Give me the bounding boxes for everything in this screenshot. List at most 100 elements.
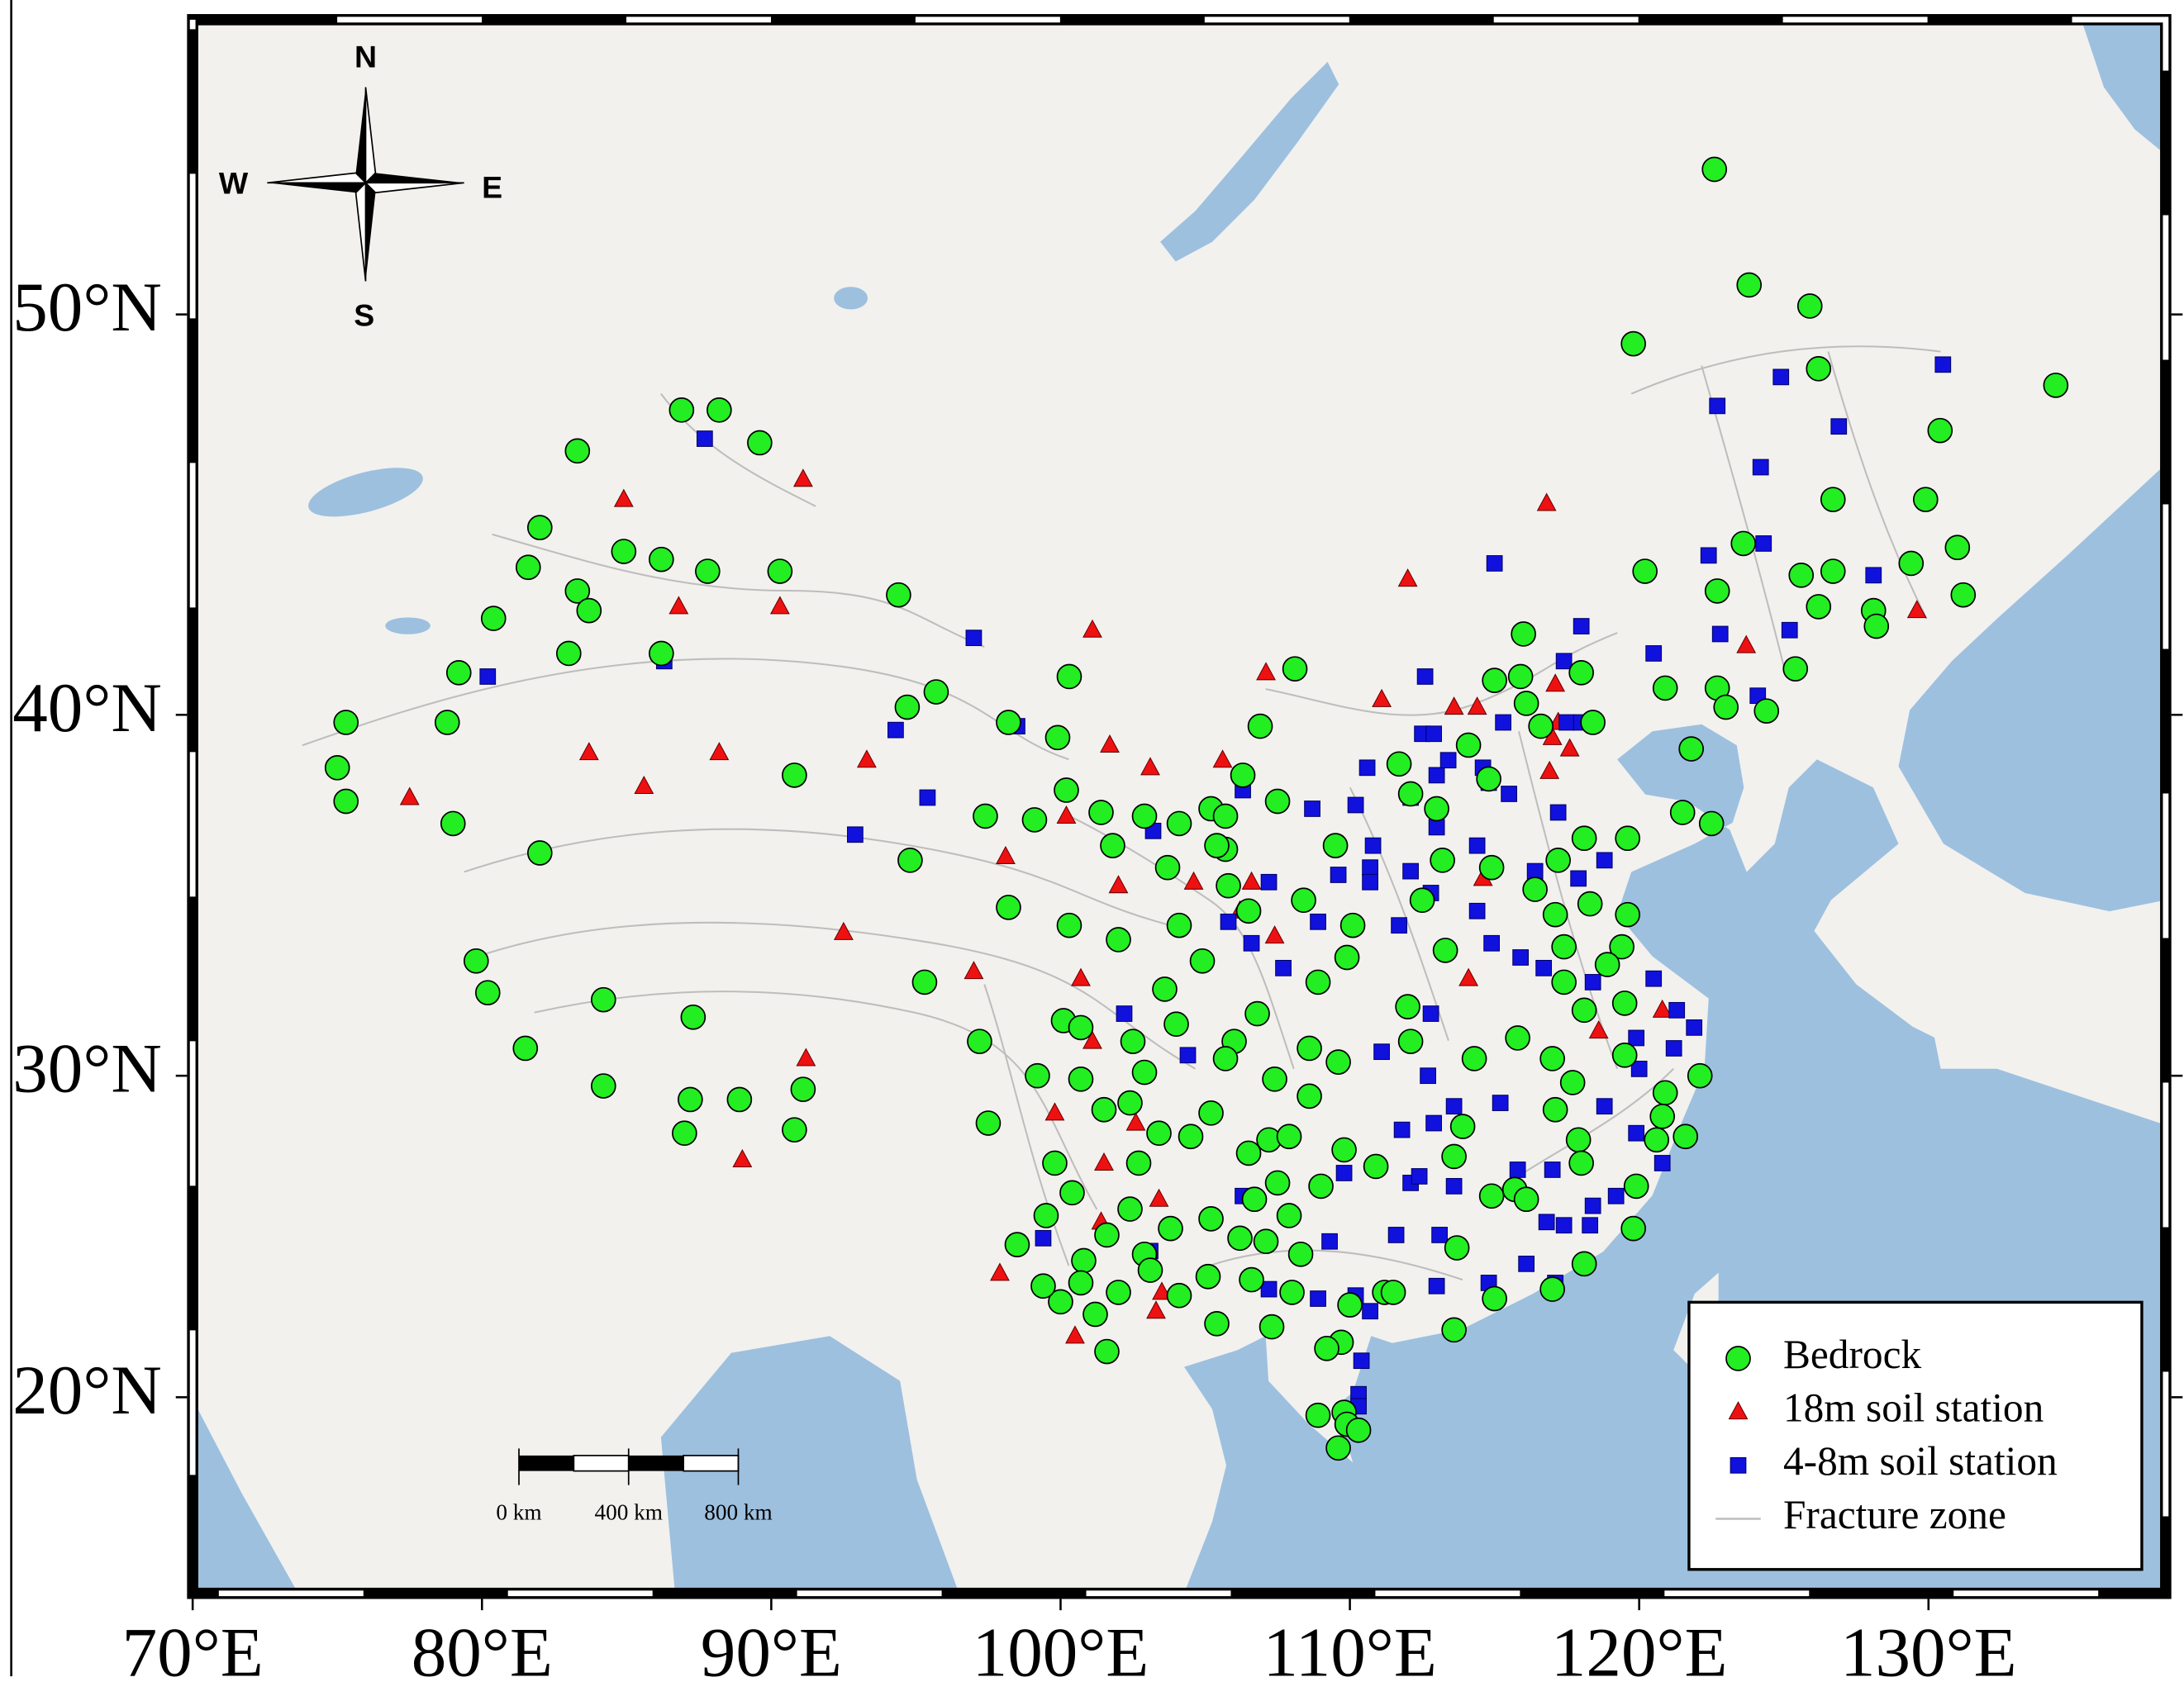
station-marker	[1482, 1285, 1507, 1312]
station-marker	[1276, 1203, 1302, 1228]
station-marker	[1166, 810, 1192, 837]
y-tick-label: 30°N	[12, 1030, 162, 1108]
station-marker	[1476, 766, 1501, 792]
station-marker	[1704, 578, 1730, 604]
station-marker	[732, 1148, 753, 1167]
station-marker	[1555, 653, 1573, 670]
station-marker	[1334, 944, 1360, 971]
station-marker	[680, 1004, 707, 1030]
station-marker	[1584, 1197, 1601, 1214]
station-marker	[1021, 807, 1048, 833]
station-marker	[1256, 662, 1276, 681]
station-marker	[1380, 1280, 1406, 1305]
station-marker	[1594, 952, 1620, 977]
compass-arm	[267, 172, 368, 184]
frame-pattern	[189, 17, 2169, 1597]
station-marker	[564, 578, 591, 604]
station-marker	[707, 397, 732, 423]
station-marker	[1571, 1251, 1597, 1277]
lake	[1160, 61, 1339, 262]
station-marker	[911, 969, 938, 995]
station-marker	[1082, 1030, 1102, 1049]
station-marker	[1665, 1040, 1682, 1057]
station-marker	[1297, 1035, 1322, 1062]
station-marker	[672, 1120, 697, 1147]
station-marker	[1568, 659, 1594, 686]
station-marker	[856, 749, 877, 768]
station-marker	[1649, 1104, 1676, 1129]
station-marker	[1212, 1046, 1239, 1071]
station-marker	[1582, 1217, 1599, 1234]
y-tick-label: 50°N	[12, 268, 162, 346]
station-marker	[767, 558, 793, 584]
station-marker	[1898, 550, 1925, 577]
station-marker	[1645, 645, 1663, 662]
lake	[385, 617, 431, 634]
station-marker	[1431, 1227, 1448, 1243]
fracture-line	[1827, 351, 1928, 620]
station-marker	[1140, 757, 1160, 776]
station-marker	[1573, 618, 1590, 634]
station-marker	[964, 961, 984, 980]
station-marker	[1025, 1062, 1050, 1089]
compass-west: W	[219, 166, 249, 201]
station-marker	[1607, 1187, 1625, 1204]
station-marker	[1106, 927, 1131, 953]
station-marker	[526, 840, 553, 866]
station-marker	[1310, 1290, 1326, 1307]
station-marker	[1570, 870, 1587, 887]
station-marker	[1788, 562, 1815, 588]
station-marker	[1652, 675, 1678, 701]
station-marker	[1645, 970, 1663, 987]
station-marker	[576, 597, 602, 624]
station-marker	[1071, 967, 1091, 986]
station-marker	[1125, 1150, 1152, 1176]
station-marker	[1441, 1143, 1467, 1170]
station-marker	[1068, 1066, 1094, 1092]
scale-label: 400 km	[595, 1500, 663, 1525]
station-marker	[1276, 1124, 1302, 1150]
station-marker	[1571, 825, 1597, 852]
station-marker	[1944, 534, 1971, 561]
station-marker	[1495, 714, 1512, 731]
compass-east: E	[482, 170, 502, 205]
station-marker	[1906, 600, 1927, 619]
station-marker	[1322, 833, 1349, 858]
station-marker	[1056, 805, 1077, 824]
station-marker	[1042, 1150, 1068, 1176]
station-marker	[1094, 1222, 1120, 1248]
station-marker	[1345, 1417, 1372, 1443]
station-marker	[399, 786, 420, 805]
station-marker	[1538, 1214, 1555, 1231]
station-marker	[1536, 492, 1557, 511]
scale-segment	[518, 1455, 574, 1471]
station-marker	[1559, 1070, 1586, 1095]
x-tick-label: 90°E	[701, 1613, 842, 1691]
station-marker	[1220, 913, 1237, 930]
station-marker	[833, 921, 854, 940]
station-marker	[1166, 1282, 1192, 1309]
station-marker	[1468, 837, 1486, 854]
station-marker	[967, 1029, 992, 1054]
station-marker	[1094, 1152, 1114, 1171]
station-marker	[1117, 1196, 1143, 1222]
station-marker	[1004, 1232, 1030, 1257]
station-marker	[526, 515, 553, 540]
station-marker	[1402, 862, 1419, 880]
station-marker	[1950, 582, 1977, 608]
station-marker	[1620, 1215, 1646, 1242]
station-marker	[1512, 949, 1530, 966]
station-marker	[1030, 1273, 1056, 1299]
station-marker	[1796, 293, 1823, 319]
station-marker	[1260, 1280, 1278, 1298]
station-marker	[894, 694, 921, 720]
station-marker	[1308, 1173, 1334, 1200]
legend-label: Fracture zone	[1783, 1492, 2006, 1537]
station-marker	[1505, 1025, 1530, 1051]
station-marker	[1730, 530, 1757, 557]
station-marker	[1259, 1314, 1285, 1340]
station-marker	[1116, 1005, 1133, 1022]
station-marker	[1687, 1062, 1713, 1089]
station-marker	[515, 554, 541, 581]
station-marker	[555, 640, 582, 667]
